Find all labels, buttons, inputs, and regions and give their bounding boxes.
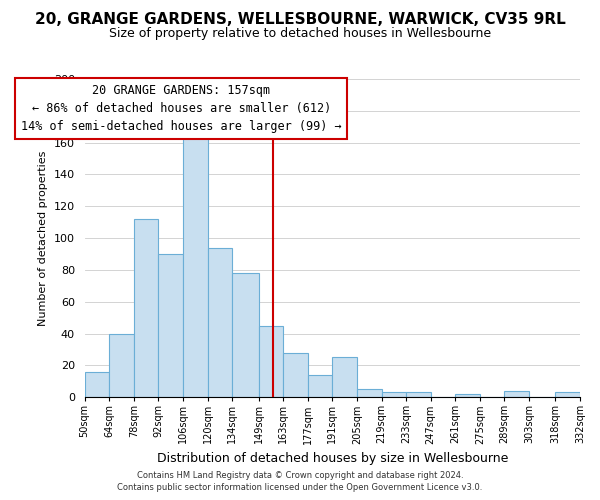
Text: 20, GRANGE GARDENS, WELLESBOURNE, WARWICK, CV35 9RL: 20, GRANGE GARDENS, WELLESBOURNE, WARWIC… xyxy=(35,12,565,28)
Bar xyxy=(455,394,480,397)
Text: 20 GRANGE GARDENS: 157sqm
← 86% of detached houses are smaller (612)
14% of semi: 20 GRANGE GARDENS: 157sqm ← 86% of detac… xyxy=(21,84,341,133)
Bar xyxy=(109,334,134,397)
Text: Contains HM Land Registry data © Crown copyright and database right 2024.
Contai: Contains HM Land Registry data © Crown c… xyxy=(118,471,482,492)
Bar xyxy=(406,392,431,397)
Bar xyxy=(308,375,332,397)
Bar xyxy=(357,390,382,397)
Bar xyxy=(134,219,158,397)
X-axis label: Distribution of detached houses by size in Wellesbourne: Distribution of detached houses by size … xyxy=(157,452,508,465)
Bar xyxy=(183,136,208,397)
Bar xyxy=(505,391,529,397)
Bar xyxy=(85,372,109,397)
Bar xyxy=(332,358,357,397)
Bar xyxy=(556,392,580,397)
Bar xyxy=(382,392,406,397)
Text: Size of property relative to detached houses in Wellesbourne: Size of property relative to detached ho… xyxy=(109,28,491,40)
Bar xyxy=(232,273,259,397)
Bar xyxy=(283,352,308,397)
Bar xyxy=(208,248,232,397)
Bar xyxy=(259,326,283,397)
Y-axis label: Number of detached properties: Number of detached properties xyxy=(38,150,48,326)
Bar xyxy=(158,254,183,397)
